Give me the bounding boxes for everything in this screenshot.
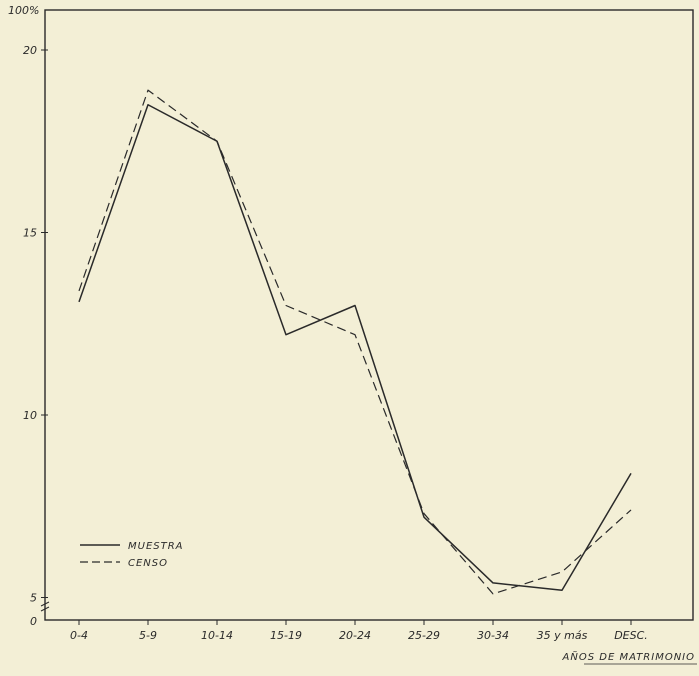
y-ticks: 5 10 15 20 0 (23, 44, 50, 628)
axes (44, 9, 694, 621)
x-ticks: 0-4 5-9 10-14 15-19 20-24 25-29 30-34 35 y más D… (70, 620, 648, 642)
x-tick-label: 30-34 (477, 629, 509, 642)
x-tick-label: 25-29 (408, 629, 440, 642)
x-tick-label: 35 y más (537, 629, 588, 642)
series-line-censo (78, 89, 632, 595)
series-lines (78, 89, 632, 595)
y-tick-label: 10 (23, 409, 37, 422)
series-line-muestra (78, 104, 632, 591)
x-tick-label: 5-9 (139, 629, 157, 642)
y-tick-label: 15 (23, 227, 37, 240)
y-axis-top-label: 100% (8, 4, 39, 17)
y-zero-label: 0 (30, 615, 37, 628)
legend-label-censo: CENSO (128, 558, 168, 569)
y-tick-label: 20 (23, 44, 37, 57)
y-tick-label: 5 (30, 592, 37, 605)
legend-label-muestra: MUESTRA (128, 541, 184, 552)
legend: MUESTRA CENSO (80, 541, 184, 569)
x-tick-label: 0-4 (70, 629, 88, 642)
x-axis-label: AÑOS DE MATRIMONIO (562, 650, 695, 663)
x-tick-label: 20-24 (339, 629, 371, 642)
x-tick-label: 15-19 (270, 629, 302, 642)
x-tick-label: 10-14 (201, 629, 233, 642)
y-axis-break-mark (40, 601, 50, 612)
x-tick-label: DESC. (614, 629, 648, 642)
plot-frame (44, 9, 694, 621)
